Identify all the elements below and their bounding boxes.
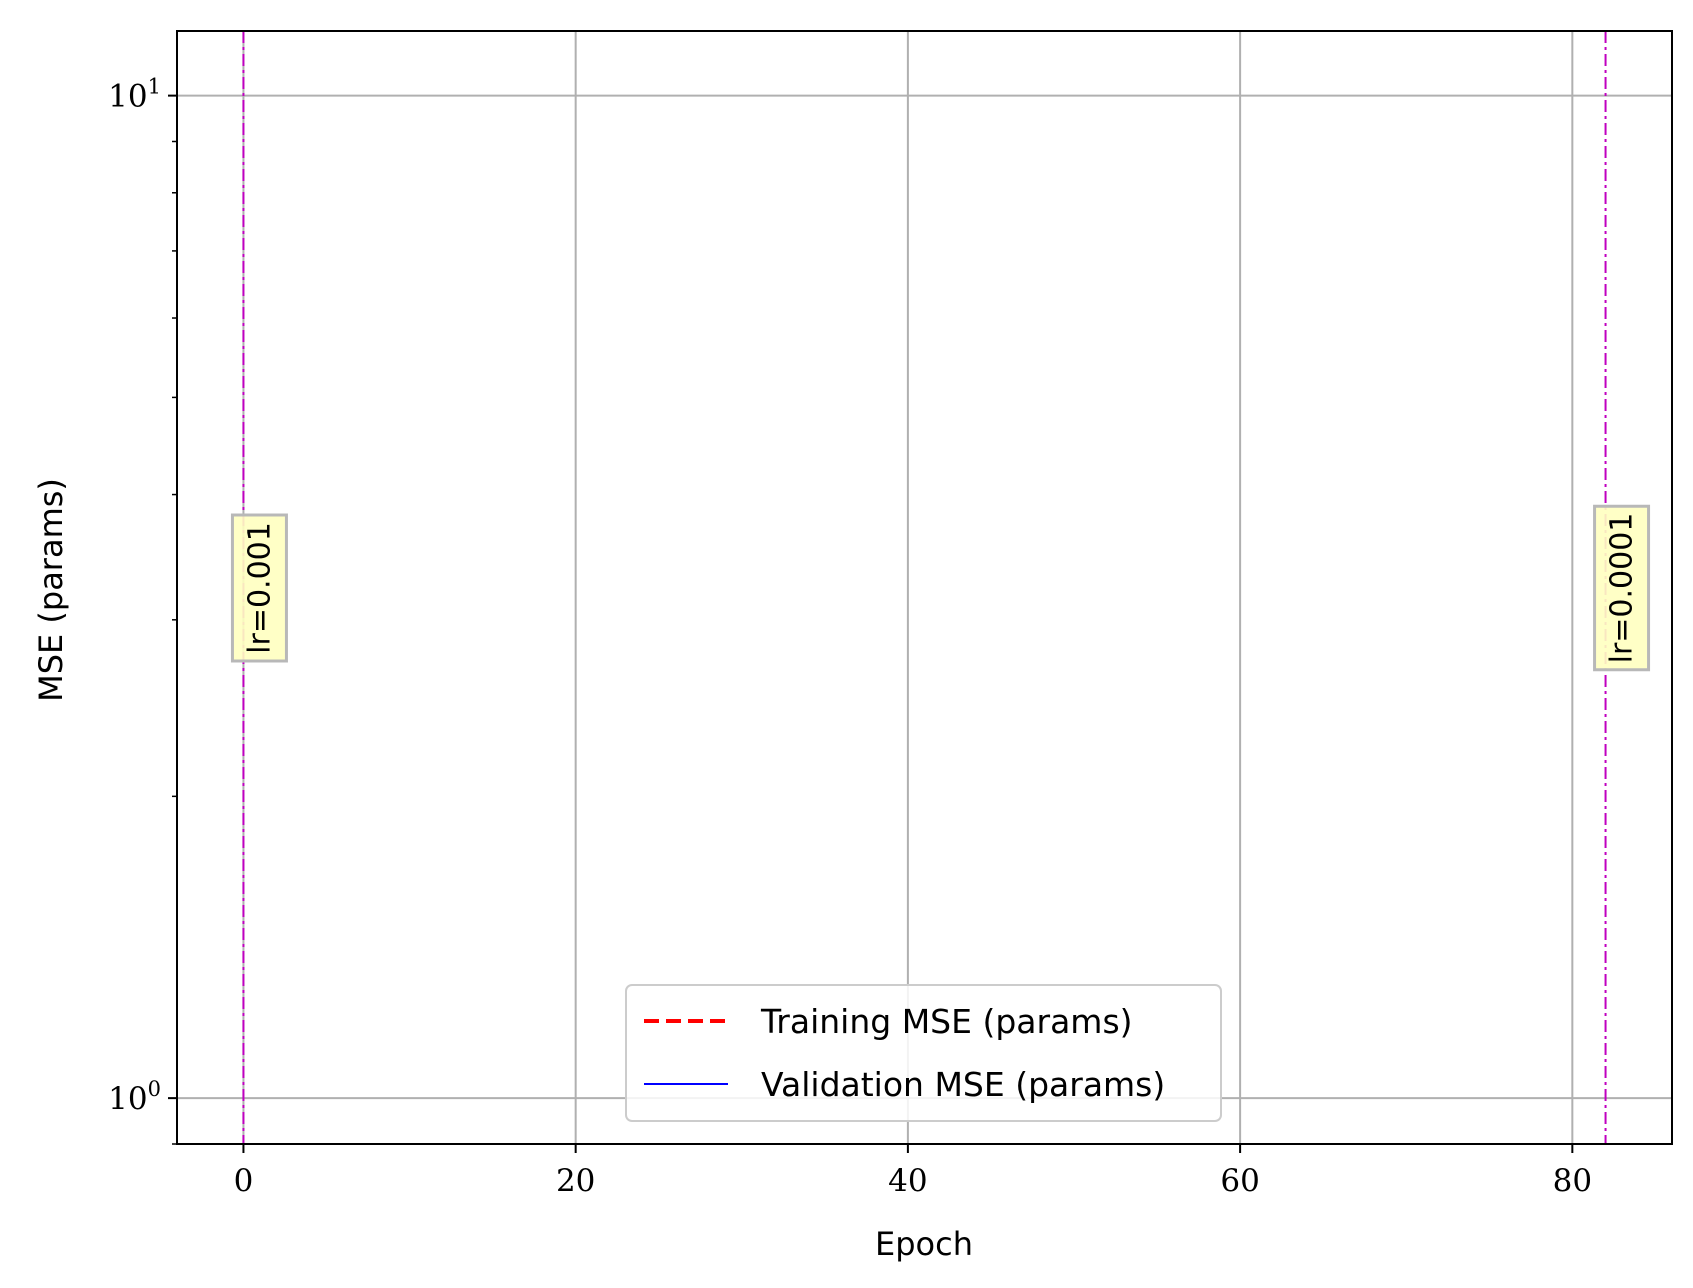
lr-annotation-label: lr=0.0001 bbox=[1605, 513, 1640, 664]
lr-annotation-label: lr=0.001 bbox=[242, 522, 277, 654]
y-axis-ticks: 100 101 bbox=[108, 75, 177, 1145]
x-axis-ticks: 0 20 40 60 80 bbox=[234, 1144, 1592, 1199]
lr-annotation-box bbox=[230, 513, 288, 663]
x-tick-label: 0 bbox=[234, 1163, 254, 1199]
x-tick-label: 40 bbox=[888, 1163, 927, 1199]
legend-box bbox=[625, 984, 1222, 1122]
legend: Training MSE (params) Validation MSE (par… bbox=[625, 984, 1222, 1122]
y-tick-label: 100 bbox=[108, 1077, 161, 1117]
legend-label: Training MSE (params) bbox=[760, 1002, 1133, 1041]
x-tick-label: 20 bbox=[556, 1163, 595, 1199]
plot-frame bbox=[176, 30, 1673, 1145]
legend-label: Validation MSE (params) bbox=[761, 1065, 1165, 1104]
x-tick-label: 60 bbox=[1220, 1163, 1259, 1199]
x-axis-label: Epoch bbox=[875, 1225, 973, 1263]
plot-background bbox=[177, 31, 1672, 1144]
y-axis-label: MSE (params) bbox=[32, 478, 70, 702]
vertical-markers: lr=0.001 lr=0.0001 bbox=[230, 31, 1651, 1144]
lr-annotation-box bbox=[1593, 504, 1651, 672]
x-tick-label: 80 bbox=[1553, 1163, 1592, 1199]
y-tick-label: 101 bbox=[108, 75, 161, 115]
